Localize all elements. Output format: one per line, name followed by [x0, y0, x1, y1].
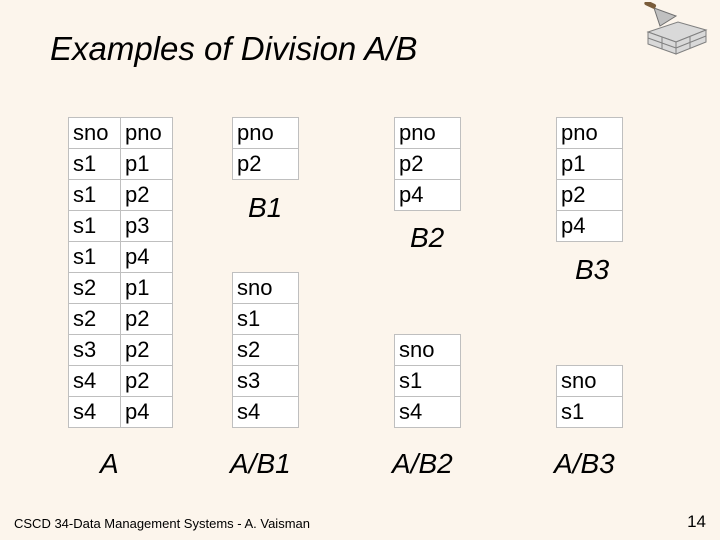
- col-header: pno: [233, 118, 299, 149]
- table-row: s1: [233, 304, 299, 335]
- table-row: s2p1: [69, 273, 173, 304]
- table-AB2: snos1s4: [394, 334, 461, 428]
- table-row: p2: [557, 180, 623, 211]
- table-cell: p2: [121, 366, 173, 397]
- table-cell: p2: [557, 180, 623, 211]
- table-AB3: snos1: [556, 365, 623, 428]
- col-header: sno: [395, 335, 461, 366]
- table-cell: s1: [69, 242, 121, 273]
- table-row: s3p2: [69, 335, 173, 366]
- table-cell: p4: [395, 180, 461, 211]
- table-row: s2p2: [69, 304, 173, 335]
- table-cell: s1: [69, 180, 121, 211]
- table-row: s1p4: [69, 242, 173, 273]
- label-AB3: A/B3: [554, 448, 615, 480]
- table-cell: p2: [121, 304, 173, 335]
- table-cell: p1: [121, 149, 173, 180]
- table-row: s1: [557, 397, 623, 428]
- table-cell: p1: [121, 273, 173, 304]
- col-header: sno: [69, 118, 121, 149]
- slide-title: Examples of Division A/B: [50, 30, 417, 68]
- col-header: sno: [557, 366, 623, 397]
- table-cell: s2: [69, 273, 121, 304]
- table-cell: p2: [121, 335, 173, 366]
- table-cell: s1: [557, 397, 623, 428]
- table-row: s2: [233, 335, 299, 366]
- label-AB1: A/B1: [230, 448, 291, 480]
- table-cell: s2: [69, 304, 121, 335]
- table-row: s4p2: [69, 366, 173, 397]
- table-cell: p4: [557, 211, 623, 242]
- table-A: snopnos1p1s1p2s1p3s1p4s2p1s2p2s3p2s4p2s4…: [68, 117, 173, 428]
- table-B2: pnop2p4: [394, 117, 461, 211]
- table-B1: pnop2: [232, 117, 299, 180]
- table-cell: s1: [69, 211, 121, 242]
- table-row: s1: [395, 366, 461, 397]
- brick-wall-icon: [648, 22, 706, 54]
- table-cell: p3: [121, 211, 173, 242]
- table-cell: s3: [69, 335, 121, 366]
- label-B3: B3: [575, 254, 609, 286]
- table-row: s4: [395, 397, 461, 428]
- label-A: A: [100, 448, 119, 480]
- table-row: s4: [233, 397, 299, 428]
- table-cell: p2: [395, 149, 461, 180]
- table-cell: s1: [233, 304, 299, 335]
- table-row: s1p2: [69, 180, 173, 211]
- table-cell: p4: [121, 397, 173, 428]
- table-row: p2: [395, 149, 461, 180]
- label-B1: B1: [248, 192, 282, 224]
- footer-text: CSCD 34-Data Management Systems - A. Vai…: [14, 516, 310, 531]
- table-cell: s1: [69, 149, 121, 180]
- table-cell: p2: [233, 149, 299, 180]
- page-number: 14: [687, 512, 706, 532]
- table-row: p4: [557, 211, 623, 242]
- table-row: s1p3: [69, 211, 173, 242]
- col-header: pno: [395, 118, 461, 149]
- col-header: pno: [557, 118, 623, 149]
- table-cell: s4: [69, 366, 121, 397]
- table-AB1: snos1s2s3s4: [232, 272, 299, 428]
- table-row: p1: [557, 149, 623, 180]
- table-cell: s4: [233, 397, 299, 428]
- table-row: p2: [233, 149, 299, 180]
- label-B2: B2: [410, 222, 444, 254]
- table-cell: s2: [233, 335, 299, 366]
- table-row: s1p1: [69, 149, 173, 180]
- trowel-icon: [644, 2, 676, 26]
- table-cell: s4: [69, 397, 121, 428]
- brick-clipart: [640, 2, 712, 58]
- table-row: s4p4: [69, 397, 173, 428]
- col-header: sno: [233, 273, 299, 304]
- table-cell: s4: [395, 397, 461, 428]
- table-cell: p4: [121, 242, 173, 273]
- table-row: p4: [395, 180, 461, 211]
- table-B3: pnop1p2p4: [556, 117, 623, 242]
- table-cell: p1: [557, 149, 623, 180]
- table-cell: p2: [121, 180, 173, 211]
- table-cell: s3: [233, 366, 299, 397]
- table-row: s3: [233, 366, 299, 397]
- col-header: pno: [121, 118, 173, 149]
- table-cell: s1: [395, 366, 461, 397]
- label-AB2: A/B2: [392, 448, 453, 480]
